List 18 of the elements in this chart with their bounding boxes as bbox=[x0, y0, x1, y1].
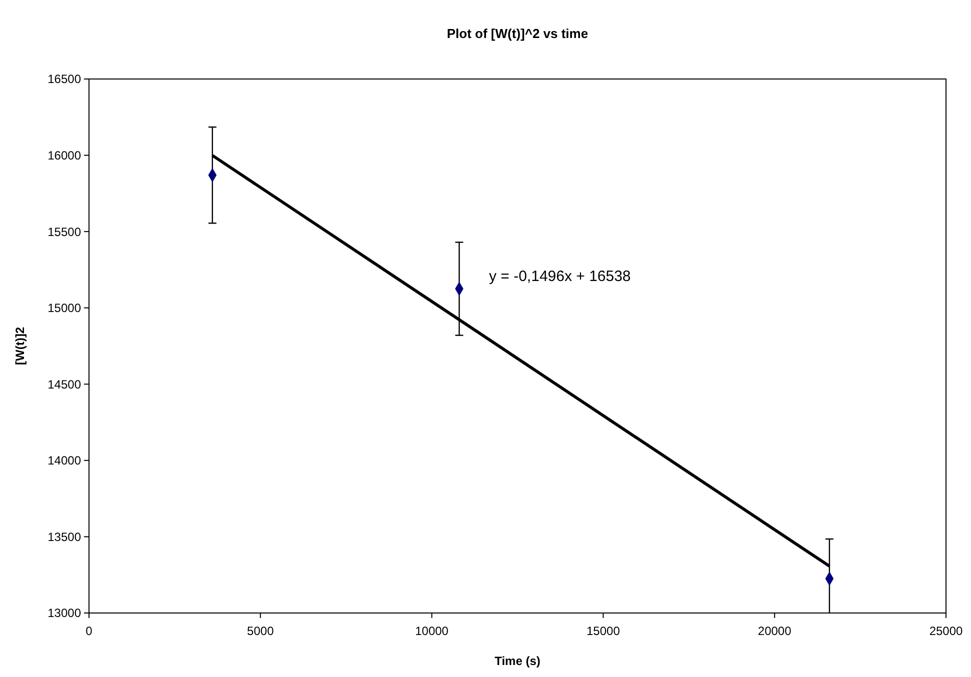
chart-title: Plot of [W(t)]^2 vs time bbox=[446, 26, 588, 41]
y-axis-title: [W(t)]2 bbox=[13, 326, 27, 365]
y-tick-label: 13500 bbox=[48, 530, 82, 544]
y-tick-label: 13000 bbox=[48, 606, 82, 620]
annotation: y = -0,1496x + 16538 bbox=[489, 268, 631, 285]
x-tick-label: 15000 bbox=[586, 624, 620, 638]
y-tick-label: 15000 bbox=[48, 301, 82, 316]
x-tick-label: 10000 bbox=[415, 624, 449, 638]
y-tick-label: 16000 bbox=[48, 148, 82, 162]
y-tick-label: 14000 bbox=[48, 454, 82, 468]
x-axis-title: Time (s) bbox=[494, 654, 540, 668]
x-tick-label: 5000 bbox=[247, 624, 274, 638]
y-tick-label: 14500 bbox=[48, 377, 82, 392]
x-tick-label: 20000 bbox=[758, 624, 792, 638]
y-tick-label: 16500 bbox=[48, 72, 82, 86]
x-tick-label: 25000 bbox=[929, 624, 964, 638]
y-tick-label: 15500 bbox=[48, 224, 82, 239]
x-tick-label: 0 bbox=[86, 624, 93, 638]
